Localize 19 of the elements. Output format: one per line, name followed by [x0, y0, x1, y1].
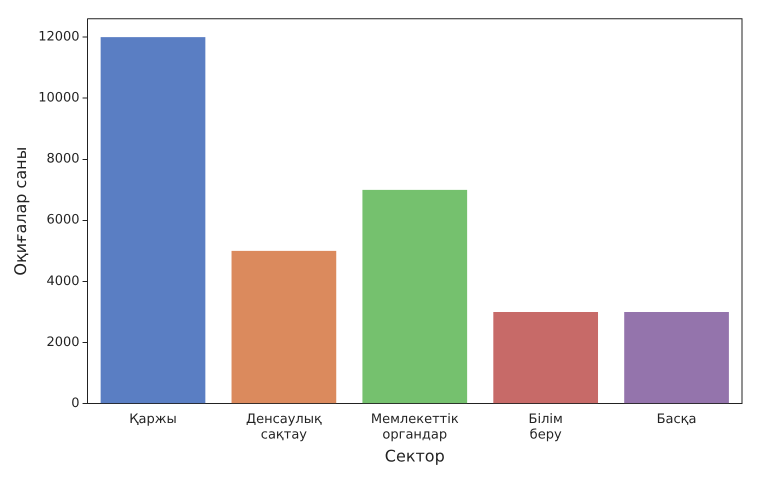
- x-tick-label: Денсаулық сақтау: [246, 412, 322, 442]
- bar: [362, 190, 468, 404]
- y-tick-label: 12000: [38, 30, 80, 44]
- bar: [493, 312, 598, 404]
- x-tick-label: Білім беру: [528, 412, 563, 442]
- y-tick-label: 4000: [46, 274, 80, 289]
- y-axis-title: Оқиғалар саны: [10, 146, 30, 276]
- y-tick-label: 6000: [46, 212, 80, 228]
- bar: [232, 250, 336, 404]
- y-tick-label: 0: [71, 396, 80, 411]
- x-axis-title: Сектор: [384, 446, 445, 466]
- x-tick-label: Қаржы: [129, 412, 177, 427]
- x-tick-label: Басқа: [656, 412, 696, 427]
- y-tick-label: 2000: [46, 334, 80, 350]
- bar: [624, 312, 729, 404]
- x-tick-label: Мемлекеттік органдар: [370, 412, 459, 442]
- y-tick-label: 10000: [38, 90, 80, 106]
- y-tick-label: 8000: [46, 152, 80, 167]
- bar: [100, 37, 206, 404]
